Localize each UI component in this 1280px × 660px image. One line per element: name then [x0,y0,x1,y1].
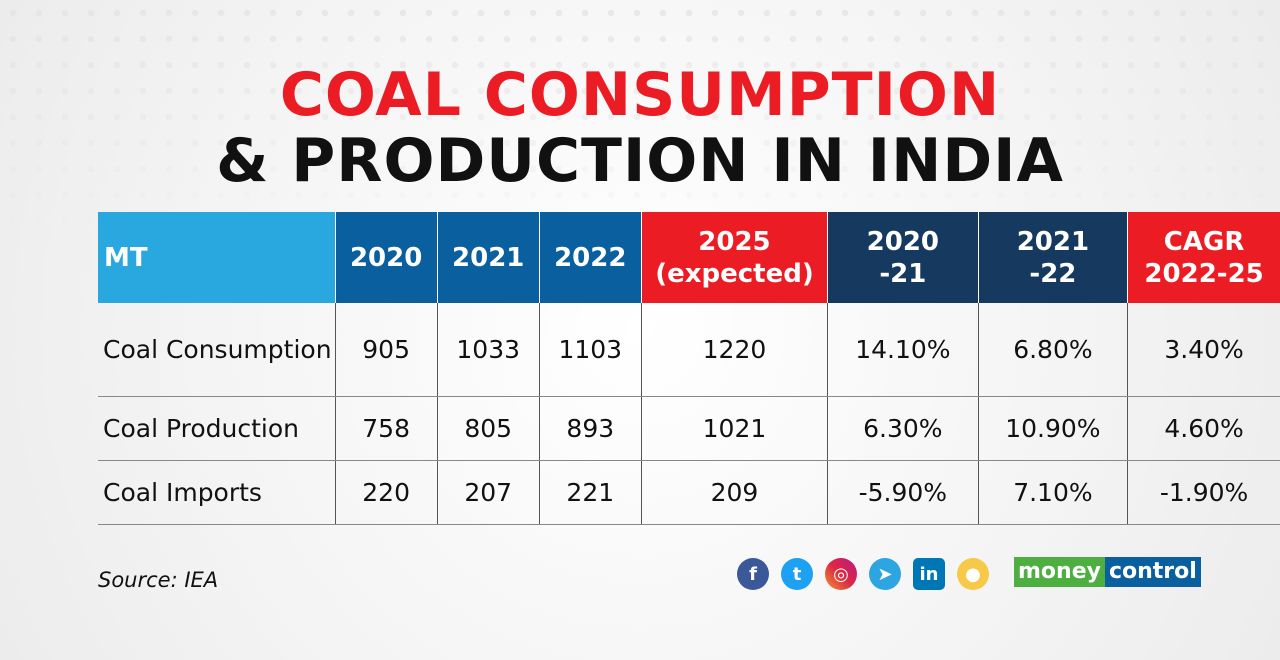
header-2021-22: 2021 -22 [977,212,1128,303]
header-mt: MT [98,212,336,303]
linkedin-icon[interactable]: in [913,558,945,590]
header-2025-expected: 2025 (expected) [640,212,828,303]
header-2021: 2021 [436,212,540,303]
logo-part-control: control [1104,557,1201,587]
row-label: Coal Consumption [98,303,336,397]
table-cell: 6.80% [977,303,1128,397]
table-row: Coal Production 758 805 893 1021 6.30% 10.90% 4… [98,396,1280,461]
title-line-1: COAL CONSUMPTION [279,60,1001,130]
row-label: Coal Imports [98,460,336,525]
table-cell: 3.40% [1127,303,1280,397]
social-icons: f t ◎ ➤ in ● [737,558,989,590]
table-cell: -5.90% [827,460,979,525]
table-cell: -1.90% [1127,460,1280,525]
title-line-2: & PRODUCTION IN INDIA [216,126,1064,196]
header-2020: 2020 [334,212,438,303]
table-cell: 1220 [640,303,828,397]
logo-part-money: money [1014,557,1105,587]
table-cell: 207 [436,460,540,525]
table-cell: 10.90% [977,396,1128,461]
row-label: Coal Production [98,396,336,461]
koo-icon[interactable]: ● [957,558,989,590]
table-cell: 4.60% [1127,396,1280,461]
table-cell: 14.10% [827,303,979,397]
instagram-icon[interactable]: ◎ [825,558,857,590]
table-cell: 1103 [538,303,642,397]
table-cell: 7.10% [977,460,1128,525]
table-cell: 1033 [436,303,540,397]
table-row: Coal Imports 220 207 221 209 -5.90% 7.10% -1.90… [98,460,1280,525]
table-cell: 758 [334,396,438,461]
header-row: MT 2020 2021 2022 2025 (expected) 2020 -… [98,212,1280,303]
table-cell: 221 [538,460,642,525]
facebook-icon[interactable]: f [737,558,769,590]
telegram-icon[interactable]: ➤ [869,558,901,590]
header-cagr: CAGR 2022-25 [1127,212,1280,303]
coal-data-table: MT 2020 2021 2022 2025 (expected) 2020 -… [98,212,1280,525]
table-cell: 905 [334,303,438,397]
moneycontrol-logo: money control [1014,556,1201,588]
table-row: Coal Consumption 905 1033 1103 1220 14.10% 6.8… [98,303,1280,397]
table-cell: 209 [640,460,828,525]
table-cell: 220 [334,460,438,525]
source-note: Source: IEA [98,568,219,592]
header-2022: 2022 [538,212,642,303]
table-cell: 805 [436,396,540,461]
table-cell: 893 [538,396,642,461]
table-cell: 1021 [640,396,828,461]
twitter-icon[interactable]: t [781,558,813,590]
header-2020-21: 2020 -21 [827,212,979,303]
table-cell: 6.30% [827,396,979,461]
